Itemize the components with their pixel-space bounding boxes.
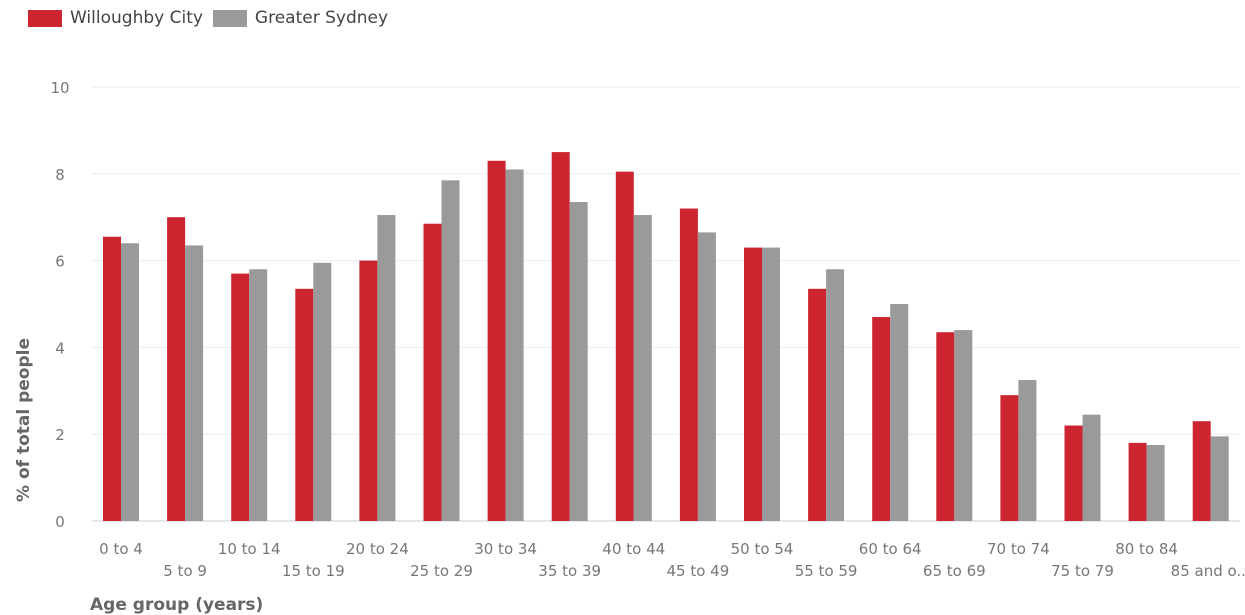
bar-greater-sydney[interactable] — [826, 269, 845, 521]
bar-willoughby-city[interactable] — [1000, 395, 1019, 521]
x-tick-label: 85 and o... — [1171, 562, 1245, 580]
x-tick-label: 55 to 59 — [795, 562, 858, 580]
x-tick-label: 70 to 74 — [987, 540, 1050, 558]
x-tick-label: 10 to 14 — [218, 540, 281, 558]
bar-willoughby-city[interactable] — [295, 288, 314, 521]
x-tick-label: 50 to 54 — [731, 540, 794, 558]
bar-greater-sydney[interactable] — [441, 180, 460, 521]
gridlines — [92, 86, 1240, 522]
legend-swatch-greater-sydney — [212, 9, 247, 27]
bar-greater-sydney[interactable] — [1210, 436, 1229, 521]
bar-willoughby-city[interactable] — [744, 247, 762, 521]
bar-willoughby-city[interactable] — [615, 171, 634, 521]
x-tick-label: 60 to 64 — [859, 540, 922, 558]
legend-item-willoughby[interactable]: Willoughby City — [28, 8, 203, 28]
bar-greater-sydney[interactable] — [1082, 414, 1101, 521]
y-tick-label: 10 — [50, 79, 69, 97]
y-tick-labels: 0 2 4 6 8 10 — [50, 79, 69, 531]
bar-willoughby-city[interactable] — [936, 332, 955, 521]
bar-willoughby-city[interactable] — [167, 217, 186, 521]
bar-greater-sydney[interactable] — [313, 262, 332, 521]
legend-label-greater-sydney: Greater Sydney — [254, 8, 389, 28]
bar-willoughby-city[interactable] — [551, 152, 570, 521]
y-tick-label: 2 — [55, 426, 65, 444]
bar-greater-sydney[interactable] — [185, 245, 204, 521]
x-axis-label: Age group (years) — [90, 595, 263, 615]
y-tick-label: 8 — [55, 166, 65, 184]
bar-willoughby-city[interactable] — [1128, 442, 1147, 521]
bar-greater-sydney[interactable] — [249, 269, 268, 521]
bar-willoughby-city[interactable] — [872, 317, 891, 521]
x-tick-label: 45 to 49 — [667, 562, 730, 580]
bar-willoughby-city[interactable] — [423, 223, 442, 521]
bar-greater-sydney[interactable] — [890, 304, 909, 521]
bar-greater-sydney[interactable] — [505, 169, 524, 521]
bar-greater-sydney[interactable] — [1146, 445, 1165, 521]
y-tick-label: 0 — [55, 513, 65, 531]
x-tick-label: 80 to 84 — [1115, 540, 1178, 558]
bars — [103, 152, 1229, 522]
bar-willoughby-city[interactable] — [1064, 425, 1083, 521]
bar-greater-sydney[interactable] — [697, 232, 716, 521]
bar-greater-sydney[interactable] — [569, 202, 588, 521]
x-tick-label: 65 to 69 — [923, 562, 986, 580]
bar-willoughby-city[interactable] — [808, 288, 827, 521]
legend-label-willoughby: Willoughby City — [70, 8, 203, 28]
x-tick-label: 25 to 29 — [410, 562, 473, 580]
bar-willoughby-city[interactable] — [231, 273, 250, 521]
x-tick-label: 75 to 79 — [1051, 562, 1114, 580]
y-tick-label: 6 — [55, 253, 65, 271]
bar-greater-sydney[interactable] — [633, 215, 652, 521]
bar-willoughby-city[interactable] — [103, 236, 121, 522]
legend: Willoughby City Greater Sydney — [28, 8, 388, 28]
bar-willoughby-city[interactable] — [679, 208, 698, 521]
bar-greater-sydney[interactable] — [954, 330, 973, 521]
x-tick-label: 0 to 4 — [99, 540, 143, 558]
bar-greater-sydney[interactable] — [377, 215, 396, 521]
bar-greater-sydney[interactable] — [121, 243, 139, 522]
x-tick-label: 20 to 24 — [346, 540, 409, 558]
bar-greater-sydney[interactable] — [762, 247, 780, 521]
x-tick-label: 30 to 34 — [474, 540, 537, 558]
y-tick-label: 4 — [55, 339, 65, 357]
legend-item-greater-sydney[interactable]: Greater Sydney — [212, 8, 389, 28]
bar-willoughby-city[interactable] — [487, 160, 506, 521]
bar-willoughby-city[interactable] — [1192, 421, 1211, 521]
x-tick-label: 15 to 19 — [282, 562, 345, 580]
y-axis-label: % of total people — [14, 338, 34, 502]
x-tick-label: 5 to 9 — [163, 562, 207, 580]
bar-willoughby-city[interactable] — [359, 260, 378, 521]
x-tick-label: 40 to 44 — [602, 540, 665, 558]
x-tick-label: 35 to 39 — [538, 562, 601, 580]
bar-greater-sydney[interactable] — [1018, 379, 1037, 521]
legend-swatch-willoughby — [28, 9, 62, 27]
